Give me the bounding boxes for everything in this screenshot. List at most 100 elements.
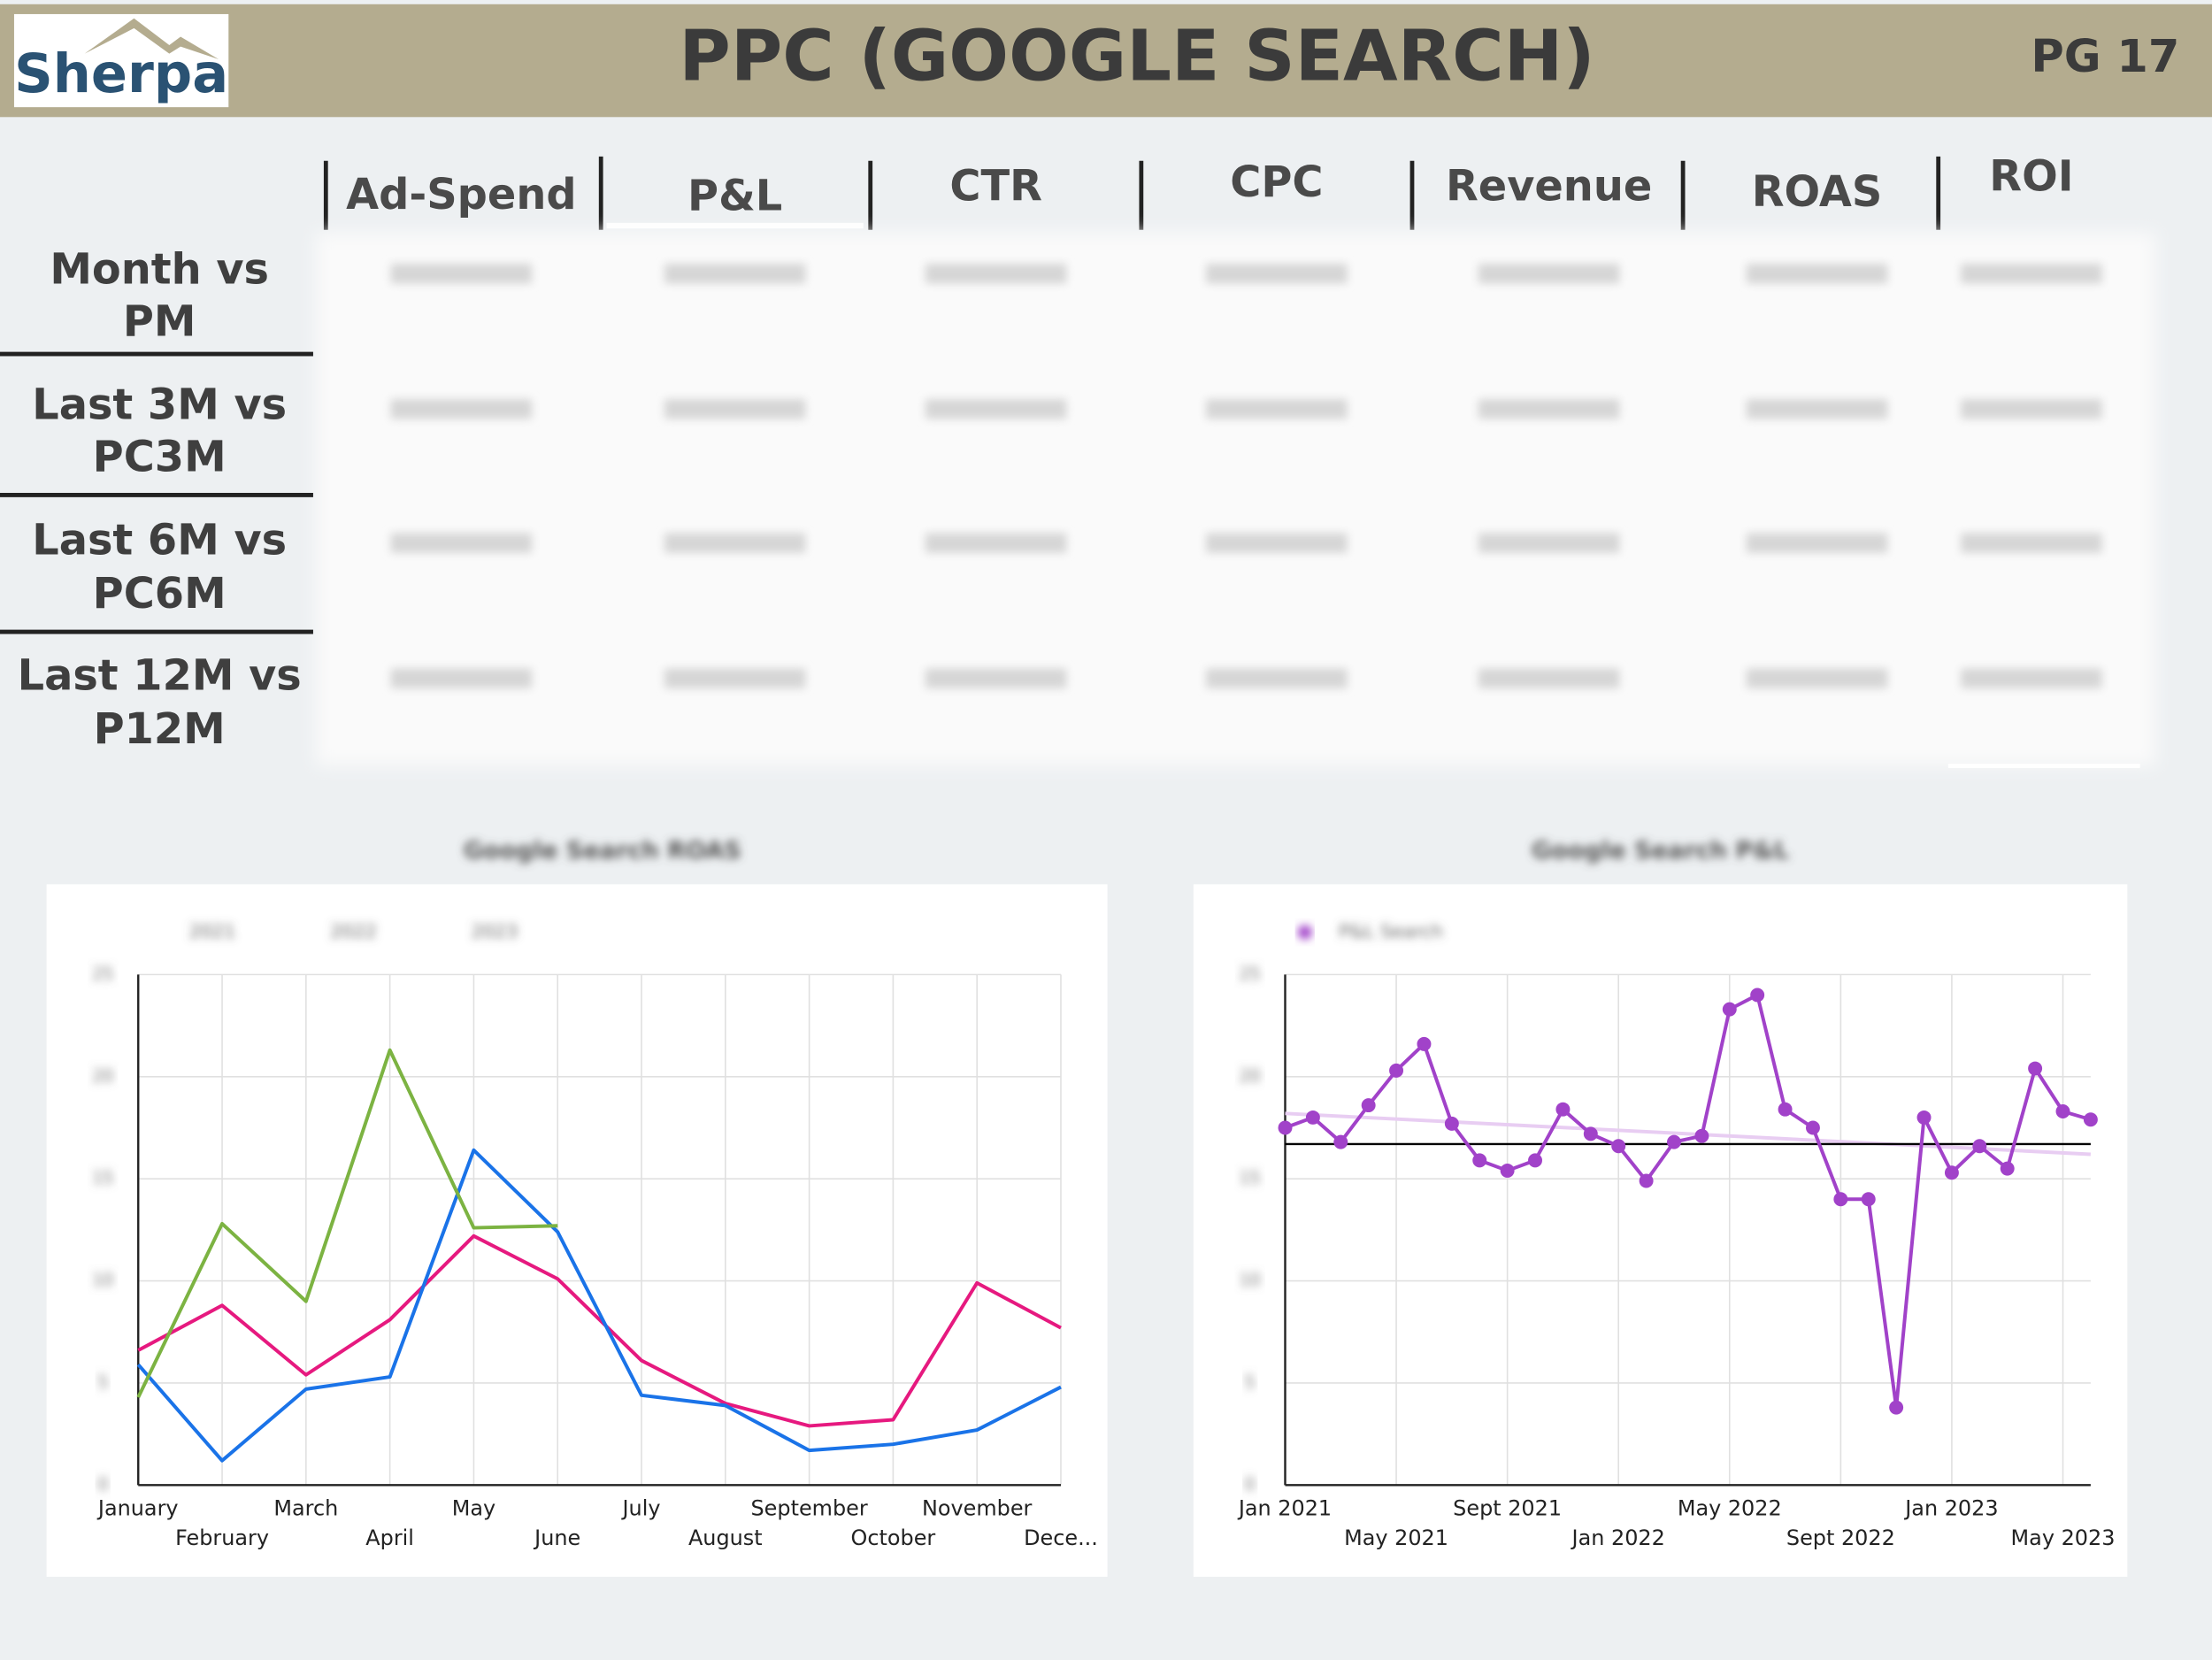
series-line bbox=[137, 1233, 1062, 1428]
blurred-cell bbox=[1746, 668, 1888, 688]
blurred-cell bbox=[664, 533, 806, 553]
header-bar bbox=[0, 4, 2212, 118]
data-point bbox=[1305, 1110, 1320, 1125]
data-point bbox=[2000, 1161, 2015, 1176]
x-tick-label: Jan 2021 bbox=[1237, 1495, 1332, 1520]
x-tick-label: May bbox=[452, 1495, 495, 1520]
y-tick-label: 25 bbox=[92, 964, 113, 984]
data-point bbox=[1778, 1102, 1793, 1117]
x-tick-label: October bbox=[851, 1526, 936, 1550]
blurred-cell bbox=[925, 399, 1067, 419]
row-label: Month vs bbox=[50, 246, 269, 295]
x-tick-label: September bbox=[751, 1495, 868, 1520]
row-label: PC6M bbox=[93, 570, 227, 619]
data-point bbox=[1694, 1128, 1709, 1143]
y-tick-label: 10 bbox=[1239, 1270, 1260, 1290]
trendline bbox=[1285, 1111, 2091, 1157]
data-point bbox=[1667, 1134, 1681, 1149]
row-label: PC3M bbox=[93, 434, 227, 482]
row-label: PM bbox=[123, 298, 196, 347]
data-point bbox=[1444, 1116, 1459, 1131]
y-tick-label: 15 bbox=[1239, 1168, 1260, 1188]
logo-text: Sherpa bbox=[14, 43, 228, 105]
row-label: Last 6M vs bbox=[32, 517, 287, 565]
column-header: P&L bbox=[687, 173, 782, 221]
x-tick-label: August bbox=[688, 1526, 763, 1550]
column-header: ROI bbox=[1989, 152, 2073, 201]
y-tick-label: 10 bbox=[92, 1270, 113, 1290]
table-header bbox=[323, 156, 1941, 230]
series-line bbox=[136, 1048, 558, 1398]
blurred-cell bbox=[390, 264, 533, 284]
blurred-cell bbox=[664, 264, 806, 284]
blurred-cell bbox=[664, 399, 806, 419]
data-point bbox=[1944, 1165, 1959, 1180]
data-point bbox=[1611, 1139, 1626, 1154]
data-point bbox=[2083, 1112, 2098, 1127]
data-point bbox=[1861, 1192, 1876, 1207]
y-tick-label: 20 bbox=[92, 1065, 113, 1086]
blurred-cell bbox=[390, 668, 533, 688]
chart-card bbox=[46, 884, 1108, 1577]
y-tick-label: 5 bbox=[97, 1372, 108, 1392]
data-point bbox=[1361, 1098, 1376, 1113]
blurred-values bbox=[390, 264, 2102, 688]
data-point bbox=[1889, 1400, 1904, 1415]
blurred-cell bbox=[390, 399, 533, 419]
blurred-cell bbox=[1478, 668, 1620, 688]
blurred-cell bbox=[1961, 668, 2102, 688]
blurred-cell bbox=[664, 668, 806, 688]
data-point bbox=[1472, 1153, 1487, 1168]
blurred-cell bbox=[1961, 264, 2102, 284]
data-point bbox=[1750, 988, 1765, 1003]
logo-mountain bbox=[84, 18, 219, 59]
x-tick-label: Jan 2023 bbox=[1903, 1495, 1998, 1520]
x-tick-label: November bbox=[922, 1495, 1033, 1520]
data-point bbox=[1972, 1139, 1987, 1154]
blurred-cell bbox=[1478, 399, 1620, 419]
blurred-cell bbox=[1206, 668, 1348, 688]
chart-title: Google Search ROAS bbox=[464, 837, 741, 865]
row-label: Last 12M vs bbox=[18, 652, 302, 701]
y-tick-label: 0 bbox=[1245, 1474, 1256, 1495]
blurred-cell bbox=[1746, 264, 1888, 284]
blurred-cell bbox=[925, 264, 1067, 284]
y-tick-label: 0 bbox=[97, 1474, 108, 1495]
chart-title: Google Search P&L bbox=[1532, 837, 1789, 865]
data-point bbox=[1333, 1134, 1348, 1149]
blurred-cell bbox=[925, 533, 1067, 553]
data-point bbox=[2055, 1104, 2070, 1118]
column-header: CTR bbox=[949, 163, 1042, 211]
legend-label: P&L Search bbox=[1339, 921, 1443, 942]
x-tick-label: Sept 2021 bbox=[1453, 1495, 1562, 1520]
blurred-cell bbox=[1746, 533, 1888, 553]
x-tick-label: March bbox=[273, 1495, 338, 1520]
blurred-cell bbox=[390, 533, 533, 553]
data-point bbox=[2028, 1061, 2043, 1076]
blurred-cell bbox=[1961, 399, 2102, 419]
data-point bbox=[1417, 1036, 1432, 1051]
x-tick-label: January bbox=[96, 1495, 179, 1520]
data-point bbox=[1639, 1173, 1654, 1188]
column-header: Revenue bbox=[1446, 163, 1652, 211]
data-point bbox=[1389, 1063, 1404, 1078]
data-point bbox=[1583, 1126, 1598, 1141]
column-header: Ad-Spend bbox=[346, 171, 576, 219]
data-point bbox=[1528, 1153, 1542, 1168]
x-tick-label: Sept 2022 bbox=[1786, 1526, 1895, 1550]
y-tick-label: 25 bbox=[1239, 964, 1260, 984]
x-tick-label: April bbox=[365, 1526, 414, 1550]
blurred-cell bbox=[1746, 399, 1888, 419]
column-header: ROAS bbox=[1752, 168, 1883, 217]
x-tick-label: Dece... bbox=[1024, 1526, 1098, 1550]
x-tick-label: May 2022 bbox=[1678, 1495, 1782, 1520]
data-point bbox=[1722, 1002, 1737, 1017]
x-tick-label: June bbox=[533, 1526, 580, 1550]
page-title: PPC (GOOGLE SEARCH) bbox=[679, 15, 1594, 97]
blurred-cell bbox=[925, 668, 1067, 688]
data-point bbox=[1555, 1102, 1571, 1117]
blurred-cell bbox=[1206, 264, 1348, 284]
page-number: PG 17 bbox=[2031, 31, 2179, 83]
series-line bbox=[136, 1148, 1062, 1463]
